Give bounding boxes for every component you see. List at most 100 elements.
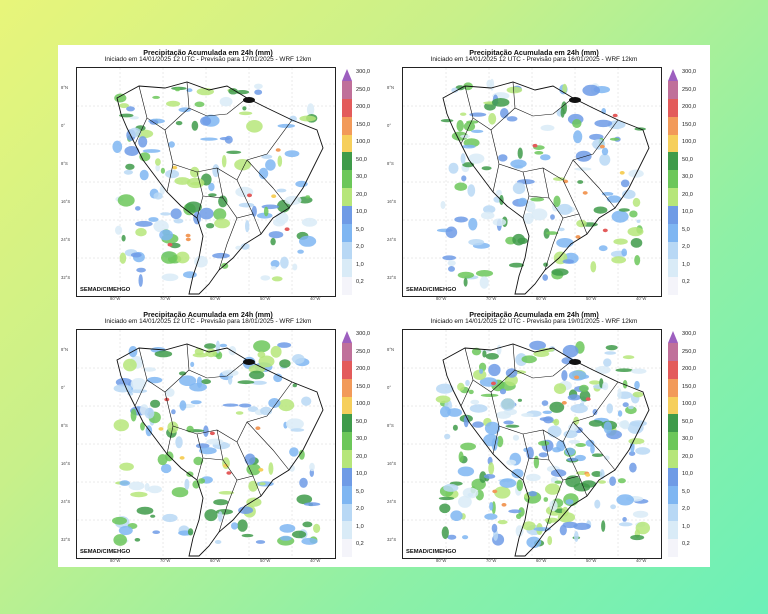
colorbar-arrow: [668, 69, 678, 81]
colorbar: [342, 69, 352, 296]
rain-cell: [221, 262, 229, 269]
state-border: [186, 343, 248, 379]
latitude-label: 8°N: [61, 85, 69, 90]
rain-cell: [528, 491, 537, 497]
panel-subtitle: Iniciado em 14/01/2025 12 UTC - Previsão…: [104, 56, 312, 63]
rain-cell: [280, 535, 292, 541]
colorbar-label: 250,0: [682, 348, 696, 355]
colorbar-label: 10,0: [682, 209, 693, 215]
amazon-delta: [243, 97, 255, 103]
colorbar-label: 100,0: [682, 139, 696, 145]
rain-cell: [591, 471, 603, 477]
rain-cell: [150, 399, 161, 408]
rain-cell: [635, 447, 651, 455]
colorbar-label: 200,0: [682, 104, 696, 110]
rain-cell: [547, 425, 562, 438]
longitude-label: 50°W: [586, 296, 597, 301]
colorbar-segment: [342, 432, 352, 451]
state-border: [572, 159, 616, 209]
rain-cell-intense: [271, 194, 277, 198]
rain-cell-intense: [167, 242, 173, 247]
rain-cell: [265, 159, 276, 171]
rain-cell: [219, 96, 233, 107]
rain-cell: [268, 398, 281, 408]
colorbar-segment: [342, 360, 352, 380]
rain-cell: [531, 208, 548, 221]
rain-cell: [543, 497, 549, 502]
rain-cell: [142, 149, 161, 153]
rain-cell: [152, 95, 160, 99]
rain-cell: [568, 439, 581, 444]
latitude-label: 32°S: [61, 275, 71, 280]
colorbar-segment: [342, 259, 352, 278]
rain-cell: [539, 417, 552, 422]
rain-cell: [171, 409, 176, 415]
longitude-label: 80°W: [110, 558, 121, 563]
rain-cell: [468, 239, 485, 246]
rain-cell-intense: [501, 503, 507, 507]
rain-cell: [228, 346, 237, 356]
rain-cell: [161, 251, 178, 264]
rain-cell: [630, 238, 643, 248]
rain-cell-intense: [247, 193, 252, 198]
rain-cell-intense: [226, 471, 232, 475]
rain-cell: [113, 534, 127, 546]
rain-cell: [541, 400, 549, 406]
rain-cell: [607, 120, 626, 130]
rain-cell: [190, 361, 195, 367]
colorbar-segment: [668, 116, 678, 135]
colorbar-segment: [668, 241, 678, 260]
colorbar-label: 100,0: [356, 139, 370, 145]
rain-cell: [511, 468, 524, 479]
rain-cell: [549, 500, 558, 512]
latitude-label: 8°S: [61, 423, 68, 428]
rain-cell: [628, 438, 645, 445]
rain-cell: [201, 379, 211, 385]
colorbar-segment: [342, 152, 352, 171]
rain-cell: [206, 438, 224, 445]
latitude-label: 0°: [387, 123, 392, 128]
rain-cell: [512, 233, 526, 246]
rain-cell: [222, 403, 239, 407]
rain-cell: [499, 388, 507, 395]
longitude-label: 40°W: [636, 558, 647, 563]
rain-cell: [577, 180, 584, 184]
rain-cell: [472, 421, 484, 428]
state-border: [490, 119, 619, 181]
rain-cell: [471, 129, 484, 133]
rain-cell: [484, 421, 501, 435]
rain-cell: [479, 471, 487, 483]
rain-cell: [534, 151, 544, 155]
credit-label: SEMAD/CIMEHGO: [80, 287, 131, 293]
rain-cell: [138, 136, 148, 148]
rain-cell: [564, 447, 576, 456]
rain-cell: [601, 147, 609, 156]
rain-cell: [200, 137, 218, 141]
rain-cell: [130, 491, 148, 498]
rain-cell: [113, 384, 132, 393]
rain-cell: [139, 169, 149, 181]
rain-cell: [458, 451, 464, 463]
rain-cell: [292, 263, 298, 271]
rain-cell: [447, 260, 456, 266]
map-svg: [403, 330, 661, 558]
colorbar-label: 20,0: [356, 191, 367, 198]
latitude-label: 24°S: [387, 237, 397, 242]
rain-cell: [448, 162, 459, 174]
rain-cell: [208, 193, 217, 197]
panel-subtitle: Iniciado em 14/01/2025 12 UTC - Previsão…: [104, 318, 312, 325]
state-border: [166, 425, 174, 455]
rain-cell-intense: [602, 228, 608, 233]
state-border: [138, 347, 190, 393]
rain-cell: [559, 524, 567, 536]
colorbar-segment: [668, 378, 678, 397]
rain-cell: [297, 249, 304, 254]
colorbar-label: 200,0: [356, 366, 370, 372]
rain-cell: [152, 530, 160, 534]
rain-cell: [292, 383, 297, 388]
rain-cell: [485, 353, 499, 360]
rain-cell: [191, 120, 199, 131]
rain-cell: [611, 256, 627, 264]
rain-cell-intense: [158, 427, 164, 431]
colorbar-label: 150,0: [682, 383, 696, 390]
